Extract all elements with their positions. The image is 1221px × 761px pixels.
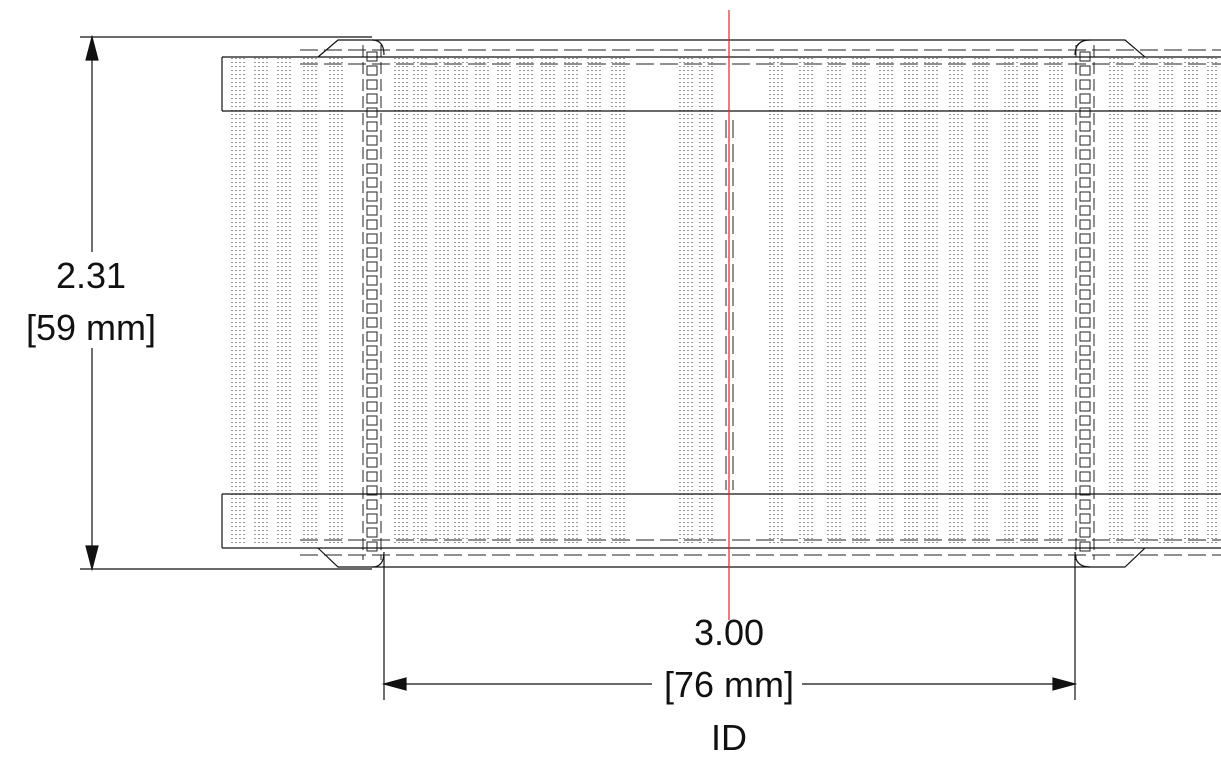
chain-link (1079, 261, 1091, 272)
chain-link (1079, 429, 1091, 440)
chain-link (366, 93, 378, 104)
chain-link (1079, 527, 1091, 538)
id-arrow-left (381, 677, 407, 691)
chain-link (366, 121, 378, 132)
chain-link (366, 275, 378, 286)
chain-link (1079, 471, 1091, 482)
chain-link (366, 317, 378, 328)
id-dimension (381, 555, 1078, 700)
roll-texture (231, 58, 1217, 546)
id-arrow-right (1052, 677, 1078, 691)
chain-link (1079, 247, 1091, 258)
chain-link (366, 429, 378, 440)
chain-link (1079, 387, 1091, 398)
chain-link (366, 541, 378, 552)
chain-link (366, 205, 378, 216)
id-value: 3.00 (694, 612, 764, 653)
chain-link (366, 233, 378, 244)
chain-link (366, 247, 378, 258)
chain-link (366, 261, 378, 272)
chain-link (366, 289, 378, 300)
chain-link (1079, 107, 1091, 118)
chain-link (1079, 79, 1091, 90)
hidden-outline (300, 49, 1221, 556)
chain-link (1079, 345, 1091, 356)
chain-link (1079, 275, 1091, 286)
chain-link (1079, 289, 1091, 300)
hidden-chain-columns (362, 45, 1095, 560)
roll-outline (221, 39, 1221, 568)
chain-link (366, 107, 378, 118)
chain-link (366, 485, 378, 496)
chain-link (366, 443, 378, 454)
chain-link (1079, 317, 1091, 328)
chain-link (1079, 485, 1091, 496)
id-label: ID (711, 717, 747, 758)
chain-link (1079, 499, 1091, 510)
chain-link (366, 79, 378, 90)
chain-link (1079, 443, 1091, 454)
chain-link (366, 373, 378, 384)
height-metric: [59 mm] (26, 307, 156, 348)
chain-link (1079, 359, 1091, 370)
top-left-flange (317, 39, 385, 58)
chain-link (1079, 457, 1091, 468)
chain-link (1079, 303, 1091, 314)
chain-link (1079, 121, 1091, 132)
chain-link (366, 149, 378, 160)
chain-link (1079, 219, 1091, 230)
chain-link (1079, 205, 1091, 216)
chain-link (366, 331, 378, 342)
chain-link (1079, 65, 1091, 76)
chain-link (366, 303, 378, 314)
chain-link (366, 191, 378, 202)
chain-link (366, 219, 378, 230)
chain-link (1079, 149, 1091, 160)
chain-link (366, 135, 378, 146)
chain-link (366, 471, 378, 482)
chain-link (1079, 163, 1091, 174)
chain-link (366, 345, 378, 356)
chain-link (366, 415, 378, 426)
height-value: 2.31 (56, 255, 126, 296)
chain-link (1079, 401, 1091, 412)
chain-link (1079, 191, 1091, 202)
chain-link (1079, 373, 1091, 384)
chain-link (366, 499, 378, 510)
chain-link (366, 387, 378, 398)
chain-link (366, 513, 378, 524)
chain-link (366, 457, 378, 468)
chain-link (366, 401, 378, 412)
chain-link (366, 527, 378, 538)
top-right-flange (1074, 39, 1146, 58)
chain-link (366, 177, 378, 188)
height-arrow-bottom (85, 545, 99, 572)
chain-link (1079, 93, 1091, 104)
height-arrow-top (85, 34, 99, 61)
chain-link (366, 163, 378, 174)
chain-link (1079, 233, 1091, 244)
chain-link (1079, 177, 1091, 188)
chain-link (1079, 541, 1091, 552)
height-dimension (80, 34, 372, 572)
id-metric: [76 mm] (664, 664, 794, 705)
chain-link (1079, 513, 1091, 524)
chain-link (366, 359, 378, 370)
chain-link (1079, 331, 1091, 342)
chain-link (1079, 135, 1091, 146)
chain-link (366, 65, 378, 76)
chain-link (1079, 415, 1091, 426)
